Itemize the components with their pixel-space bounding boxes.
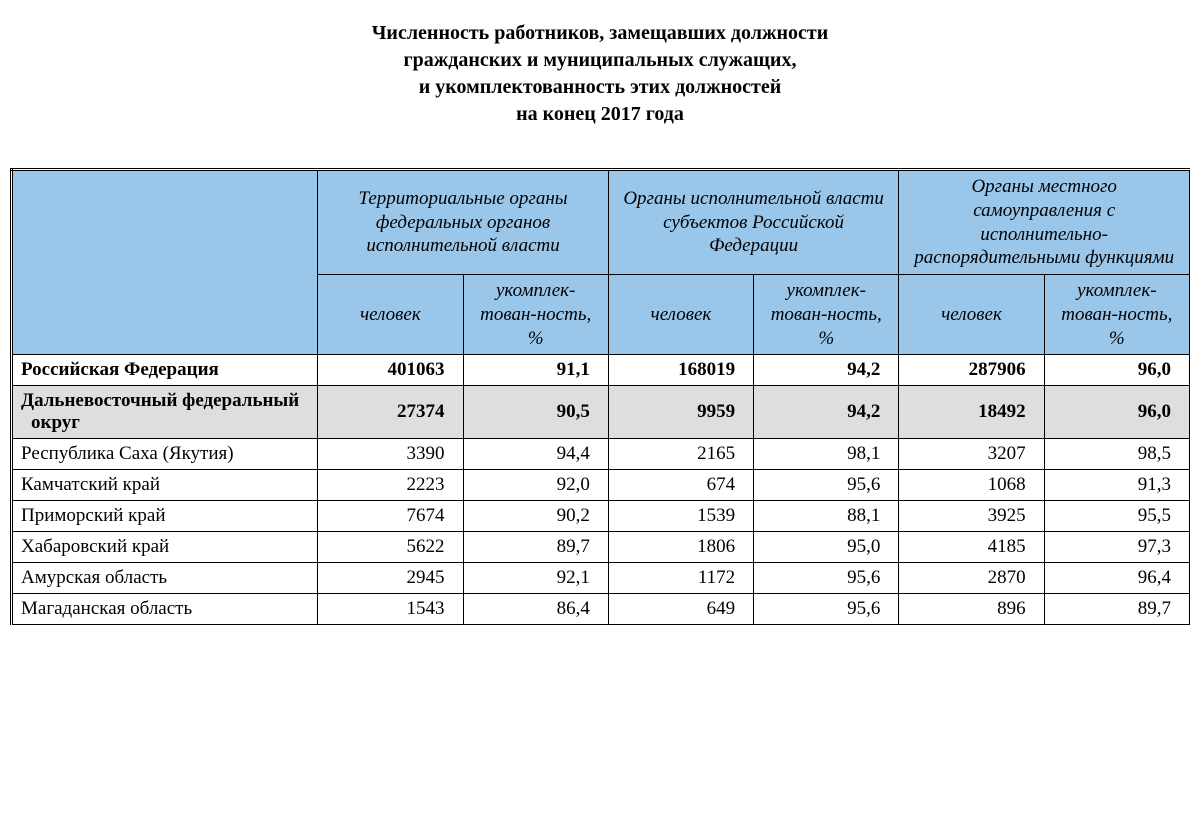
region-cell: Камчатский край [12,470,318,501]
header-group-3: Органы местного самоуправления с исполни… [899,170,1190,275]
value-cell: 94,2 [754,355,899,386]
value-cell: 4185 [899,532,1044,563]
value-cell: 3925 [899,501,1044,532]
value-cell: 90,5 [463,386,608,439]
value-cell: 98,5 [1044,439,1189,470]
header-region-blank [12,170,318,355]
header-group-2: Органы исполнительной власти субъектов Р… [608,170,899,275]
region-cell: Хабаровский край [12,532,318,563]
value-cell: 674 [608,470,753,501]
value-cell: 91,1 [463,355,608,386]
table-row: Хабаровский край562289,7180695,0418597,3 [12,532,1190,563]
value-cell: 3390 [318,439,463,470]
header-sub-people: человек [318,275,463,355]
table-body: Российская Федерация40106391,116801994,2… [12,355,1190,625]
region-cell: Дальневосточный федеральный округ [12,386,318,439]
value-cell: 1539 [608,501,753,532]
header-group-1: Территориальные органы федеральных орган… [318,170,609,275]
value-cell: 1543 [318,594,463,625]
value-cell: 27374 [318,386,463,439]
region-cell: Магаданская область [12,594,318,625]
value-cell: 92,0 [463,470,608,501]
value-cell: 2223 [318,470,463,501]
value-cell: 896 [899,594,1044,625]
table-row: Приморский край767490,2153988,1392595,5 [12,501,1190,532]
value-cell: 9959 [608,386,753,439]
value-cell: 2945 [318,563,463,594]
table-row: Дальневосточный федеральный округ2737490… [12,386,1190,439]
page-title: Численность работников, замещавших должн… [10,20,1190,128]
value-cell: 89,7 [1044,594,1189,625]
table-row: Камчатский край222392,067495,6106891,3 [12,470,1190,501]
value-cell: 2165 [608,439,753,470]
region-cell: Республика Саха (Якутия) [12,439,318,470]
region-cell: Приморский край [12,501,318,532]
region-cell: Российская Федерация [12,355,318,386]
region-cell: Амурская область [12,563,318,594]
value-cell: 1806 [608,532,753,563]
value-cell: 95,5 [1044,501,1189,532]
header-sub-pct: укомплек-тован-ность, % [1044,275,1189,355]
table-row: Амурская область294592,1117295,6287096,4 [12,563,1190,594]
value-cell: 3207 [899,439,1044,470]
header-sub-people: человек [608,275,753,355]
value-cell: 96,0 [1044,355,1189,386]
value-cell: 97,3 [1044,532,1189,563]
value-cell: 95,6 [754,563,899,594]
value-cell: 86,4 [463,594,608,625]
data-table: Территориальные органы федеральных орган… [10,168,1190,625]
value-cell: 92,1 [463,563,608,594]
title-line: гражданских и муниципальных служащих, [10,47,1190,74]
value-cell: 96,0 [1044,386,1189,439]
value-cell: 168019 [608,355,753,386]
value-cell: 95,6 [754,594,899,625]
table-header: Территориальные органы федеральных орган… [12,170,1190,355]
table-row: Магаданская область154386,464995,689689,… [12,594,1190,625]
header-sub-pct: укомплек-тован-ность, % [754,275,899,355]
title-line: на конец 2017 года [10,101,1190,128]
value-cell: 287906 [899,355,1044,386]
value-cell: 2870 [899,563,1044,594]
value-cell: 1068 [899,470,1044,501]
value-cell: 649 [608,594,753,625]
header-sub-people: человек [899,275,1044,355]
table-row: Российская Федерация40106391,116801994,2… [12,355,1190,386]
value-cell: 95,6 [754,470,899,501]
value-cell: 401063 [318,355,463,386]
value-cell: 96,4 [1044,563,1189,594]
value-cell: 89,7 [463,532,608,563]
value-cell: 95,0 [754,532,899,563]
value-cell: 1172 [608,563,753,594]
value-cell: 98,1 [754,439,899,470]
header-sub-pct: укомплек-тован-ность, % [463,275,608,355]
value-cell: 90,2 [463,501,608,532]
title-line: Численность работников, замещавших должн… [10,20,1190,47]
value-cell: 88,1 [754,501,899,532]
value-cell: 94,4 [463,439,608,470]
value-cell: 5622 [318,532,463,563]
value-cell: 7674 [318,501,463,532]
title-line: и укомплектованность этих должностей [10,74,1190,101]
value-cell: 91,3 [1044,470,1189,501]
table-row: Республика Саха (Якутия)339094,4216598,1… [12,439,1190,470]
value-cell: 94,2 [754,386,899,439]
value-cell: 18492 [899,386,1044,439]
